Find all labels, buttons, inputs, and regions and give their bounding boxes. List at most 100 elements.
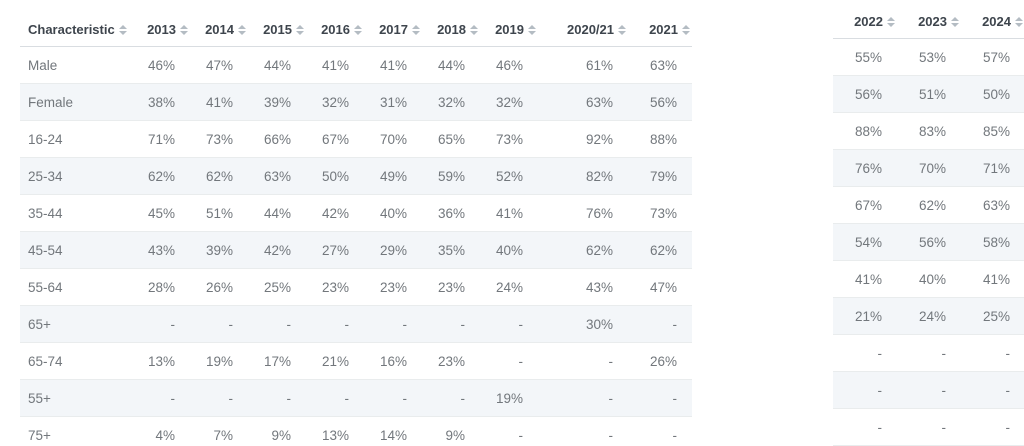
table-row: 16-24 71% 73% 66% 67% 70% 65% 73% 92% 88% — [20, 120, 692, 158]
caret-down-icon — [354, 30, 362, 35]
caret-up-icon — [412, 24, 420, 29]
cell-value: 24% — [480, 268, 538, 306]
cell-value: 73% — [628, 194, 692, 232]
cell-value: 41% — [306, 46, 364, 84]
column-header-label: 2015 — [263, 22, 292, 38]
cell-value: 63% — [628, 46, 692, 84]
cell-value: - — [897, 408, 961, 446]
column-header-2013[interactable]: 2013 — [132, 12, 190, 47]
cell-value: - — [364, 379, 422, 417]
cell-value: 53% — [897, 38, 961, 76]
cell-value: 70% — [897, 149, 961, 187]
caret-up-icon — [118, 24, 127, 29]
column-header-2024[interactable]: 2024 — [961, 4, 1024, 39]
table-row: --- — [833, 334, 1024, 372]
column-header-2015[interactable]: 2015 — [248, 12, 306, 47]
caret-up-icon — [887, 16, 895, 21]
caret-up-icon — [682, 24, 690, 29]
table-row: 88% 83% 85% — [833, 112, 1024, 150]
caret-down-icon — [180, 30, 188, 35]
table-row: 65+ - - - - - - -30% - — [20, 305, 692, 343]
cell-value: 39% — [248, 83, 306, 121]
cell-value: 25% — [961, 297, 1024, 335]
cell-value: 88% — [628, 120, 692, 158]
cell-value: 70% — [364, 120, 422, 158]
cell-value: 88% — [833, 112, 897, 150]
caret-up-icon — [470, 24, 478, 29]
column-header-characteristic[interactable]: Characteristic — [20, 12, 132, 47]
cell-value: 32% — [480, 83, 538, 121]
cell-value: 9% — [422, 416, 480, 446]
caret-up-icon — [1015, 16, 1023, 21]
caret-down-icon — [951, 22, 959, 27]
table-row: Female 38% 41% 39% 32% 31% 32% 32% 63% 56% — [20, 83, 692, 121]
cell-value: 92% — [538, 120, 628, 158]
cell-value: 51% — [190, 194, 248, 232]
table-row: Male 46% 47% 44% 41% 41% 44% 46% 61% 63% — [20, 46, 692, 84]
cell-value: - — [833, 371, 897, 409]
cell-value: 40% — [897, 260, 961, 298]
cell-value: 47% — [190, 46, 248, 84]
cell-value: - — [306, 379, 364, 417]
sort-icon — [682, 24, 690, 35]
sort-icon — [618, 24, 626, 35]
cell-value: 83% — [897, 112, 961, 150]
cell-value: 43% — [538, 268, 628, 306]
column-header-label: 2018 — [437, 22, 466, 38]
column-header-2022[interactable]: 2022 — [833, 4, 897, 39]
column-header-2021[interactable]: 2021 — [628, 12, 692, 47]
cell-value: 29% — [364, 231, 422, 269]
table-row: --- — [833, 371, 1024, 409]
cell-value: - — [538, 416, 628, 446]
cell-value: 44% — [248, 194, 306, 232]
column-header-2019[interactable]: 2019 — [480, 12, 538, 47]
cell-value: 13% — [132, 342, 190, 380]
cell-value: 32% — [422, 83, 480, 121]
cell-value: - — [422, 305, 480, 343]
cell-value: 23% — [364, 268, 422, 306]
column-header-label: 2014 — [205, 22, 234, 38]
cell-value: 24% — [897, 297, 961, 335]
table-row: 45-54 43% 39% 42% 27% 29% 35% 40% 62% 62% — [20, 231, 692, 269]
cell-value: 31% — [364, 83, 422, 121]
sort-icon — [412, 24, 420, 35]
column-header-2020-21[interactable]: 2020/21 — [538, 12, 628, 47]
row-label: 45-54 — [20, 231, 132, 269]
column-header-label: 2016 — [321, 22, 350, 38]
cell-value: 82% — [538, 157, 628, 195]
column-header-2023[interactable]: 2023 — [897, 4, 961, 39]
table-row: --- — [833, 408, 1024, 446]
sort-icon — [528, 24, 536, 35]
cell-value: 43% — [132, 231, 190, 269]
table-row: 76% 70% 71% — [833, 149, 1024, 187]
cell-value: 63% — [538, 83, 628, 121]
cell-value: - — [132, 379, 190, 417]
cell-value: 4% — [132, 416, 190, 446]
cell-value: - — [538, 379, 628, 417]
row-label: 55-64 — [20, 268, 132, 306]
column-header-label: 2017 — [379, 22, 408, 38]
column-header-2016[interactable]: 2016 — [306, 12, 364, 47]
column-header-label: Characteristic — [28, 22, 115, 38]
cell-value: 27% — [306, 231, 364, 269]
table-row: 65-74 13% 19% 17% 21% 16% 23% - -26% — [20, 342, 692, 380]
column-header-2018[interactable]: 2018 — [422, 12, 480, 47]
column-header-2017[interactable]: 2017 — [364, 12, 422, 47]
column-header-label: 2013 — [147, 22, 176, 38]
cell-value: 35% — [422, 231, 480, 269]
row-label: 25-34 — [20, 157, 132, 195]
cell-value: 44% — [248, 46, 306, 84]
cell-value: 19% — [190, 342, 248, 380]
cell-value: 76% — [833, 149, 897, 187]
cell-value: - — [833, 408, 897, 446]
cell-value: 63% — [961, 186, 1024, 224]
cell-value: 25% — [248, 268, 306, 306]
cell-value: 54% — [833, 223, 897, 261]
column-header-2014[interactable]: 2014 — [190, 12, 248, 47]
characteristics-table: Characteristic 2013 2014 2015 2016 2017 2018 20… — [20, 12, 692, 446]
cell-value: 36% — [422, 194, 480, 232]
cell-value: 45% — [132, 194, 190, 232]
cell-value: 23% — [422, 342, 480, 380]
cell-value: 66% — [248, 120, 306, 158]
